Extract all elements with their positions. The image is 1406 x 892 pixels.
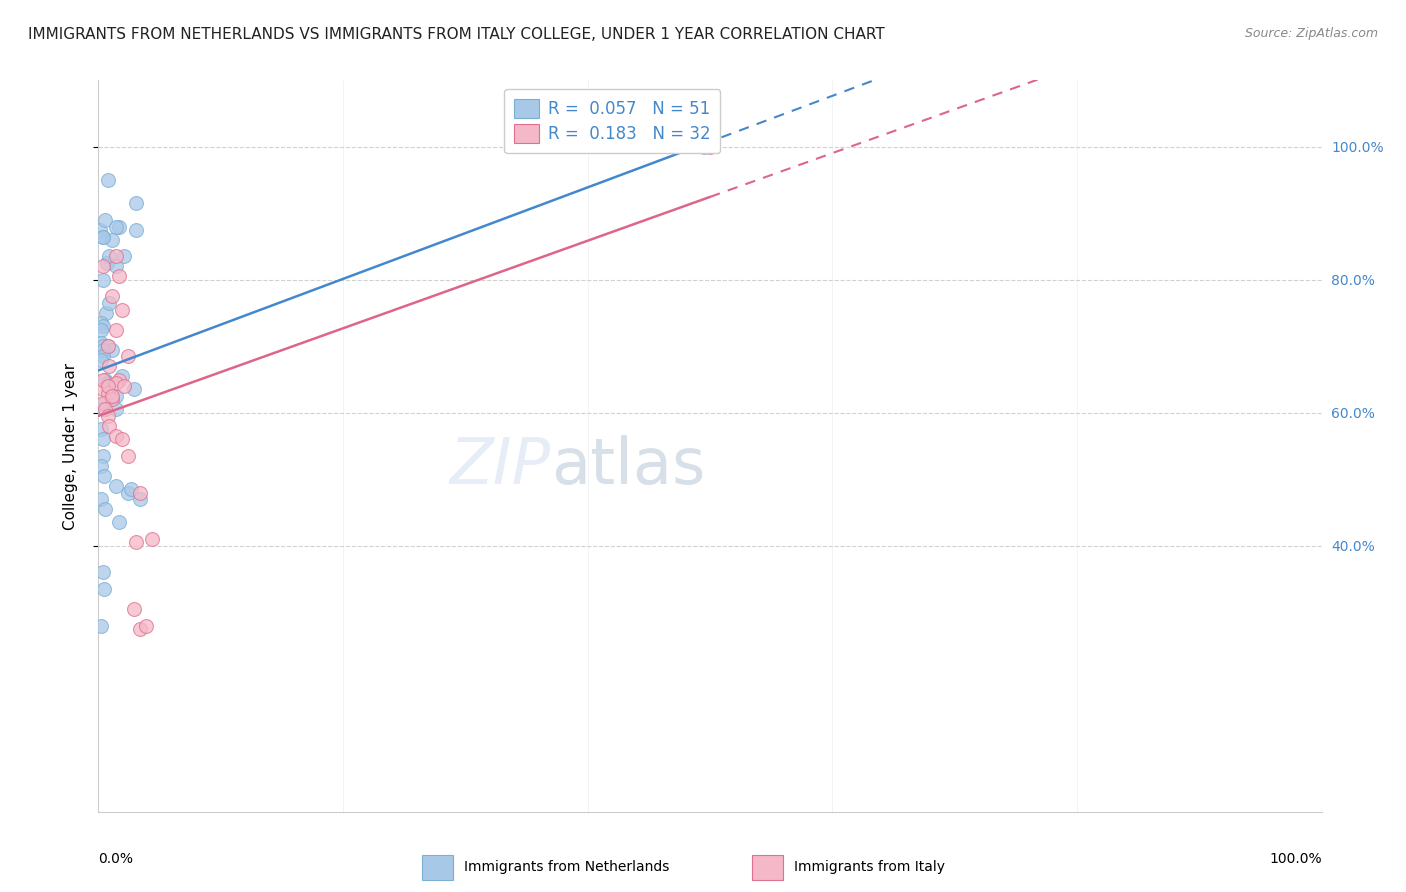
Point — [98, 359, 121, 374]
Point — [93, 469, 115, 483]
Point — [97, 339, 120, 353]
Point — [90, 492, 112, 507]
Point — [91, 339, 114, 353]
Point — [91, 273, 114, 287]
Point — [93, 582, 115, 596]
Point — [111, 369, 134, 384]
Point — [97, 173, 120, 187]
Text: atlas: atlas — [551, 435, 706, 497]
Point — [101, 289, 124, 303]
Point — [104, 376, 127, 390]
Point — [90, 422, 112, 436]
Text: Immigrants from Netherlands: Immigrants from Netherlands — [464, 860, 669, 874]
Point — [96, 256, 118, 270]
Point — [120, 482, 142, 496]
Point — [122, 602, 145, 616]
Point — [108, 269, 131, 284]
Point — [111, 302, 134, 317]
Point — [125, 535, 148, 549]
Point — [90, 352, 112, 367]
Point — [108, 219, 131, 234]
Point — [89, 223, 111, 237]
Point — [97, 376, 120, 390]
Point — [91, 372, 114, 386]
Point — [90, 618, 112, 632]
Point — [129, 485, 152, 500]
Point — [101, 233, 124, 247]
Point — [141, 532, 163, 546]
Point — [98, 419, 121, 434]
Point — [94, 372, 117, 386]
Point — [104, 219, 127, 234]
Point — [94, 306, 117, 320]
Point — [122, 383, 145, 397]
Point — [101, 343, 124, 357]
Text: Immigrants from Italy: Immigrants from Italy — [794, 860, 945, 874]
Point — [91, 319, 114, 334]
Point — [699, 140, 721, 154]
Point — [94, 402, 117, 417]
Y-axis label: College, Under 1 year: College, Under 1 year — [63, 362, 77, 530]
Point — [112, 250, 135, 264]
Text: IMMIGRANTS FROM NETHERLANDS VS IMMIGRANTS FROM ITALY COLLEGE, UNDER 1 YEAR CORRE: IMMIGRANTS FROM NETHERLANDS VS IMMIGRANT… — [28, 27, 884, 42]
Point — [91, 402, 114, 417]
Point — [91, 229, 114, 244]
Point — [91, 229, 114, 244]
Point — [94, 396, 117, 410]
Point — [108, 372, 131, 386]
Text: ZIP: ZIP — [450, 435, 551, 497]
Point — [101, 392, 124, 407]
Point — [104, 389, 127, 403]
Point — [94, 502, 117, 516]
Point — [104, 479, 127, 493]
Point — [91, 349, 114, 363]
Point — [117, 349, 139, 363]
Text: 0.0%: 0.0% — [98, 852, 134, 865]
Point — [97, 339, 120, 353]
Text: Source: ZipAtlas.com: Source: ZipAtlas.com — [1244, 27, 1378, 40]
Point — [104, 250, 127, 264]
Point — [90, 335, 112, 350]
Point — [90, 458, 112, 473]
Point — [97, 379, 120, 393]
Point — [125, 223, 148, 237]
Point — [91, 433, 114, 447]
Point — [97, 385, 120, 400]
Point — [104, 260, 127, 274]
Point — [91, 566, 114, 580]
Point — [111, 433, 134, 447]
Point — [104, 323, 127, 337]
Point — [135, 618, 157, 632]
Point — [129, 622, 152, 636]
Point — [98, 296, 121, 310]
Point — [91, 396, 114, 410]
Point — [693, 140, 716, 154]
Point — [101, 389, 124, 403]
Point — [90, 323, 112, 337]
Point — [117, 485, 139, 500]
Point — [91, 260, 114, 274]
Point — [104, 402, 127, 417]
Point — [117, 449, 139, 463]
Point — [112, 379, 135, 393]
Point — [91, 449, 114, 463]
Point — [93, 213, 115, 227]
Legend: R =  0.057   N = 51, R =  0.183   N = 32: R = 0.057 N = 51, R = 0.183 N = 32 — [505, 88, 720, 153]
Point — [91, 343, 114, 357]
Point — [90, 316, 112, 330]
Point — [125, 196, 148, 211]
Point — [104, 429, 127, 443]
Point — [108, 516, 131, 530]
Text: 100.0%: 100.0% — [1270, 852, 1322, 865]
Point — [97, 409, 120, 423]
Point — [91, 383, 114, 397]
Point — [129, 492, 152, 507]
Point — [98, 250, 121, 264]
